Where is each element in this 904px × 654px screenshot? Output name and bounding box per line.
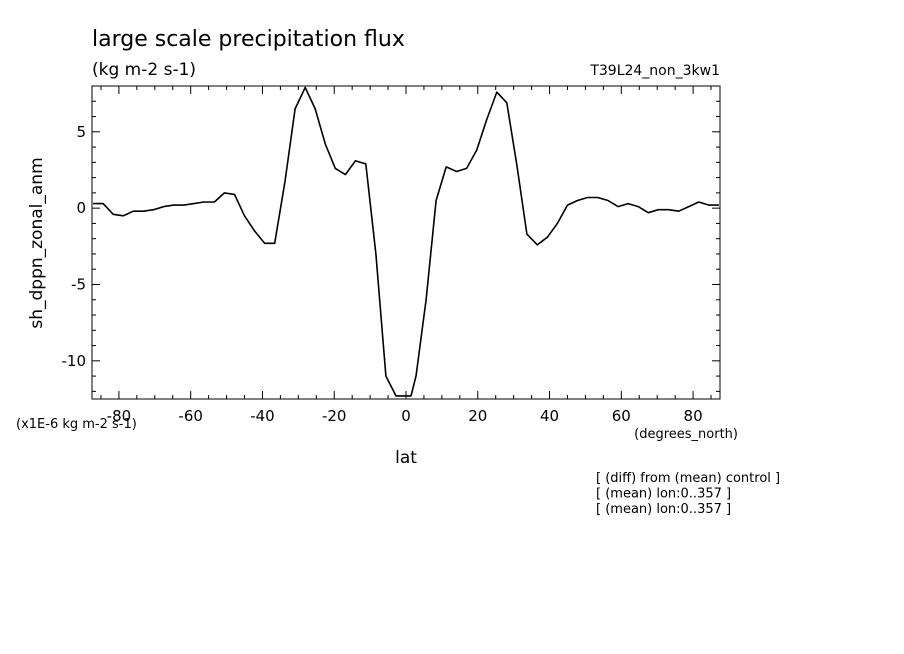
y-tick-labels: -10 -5 0 5 xyxy=(62,123,87,370)
x-tick-label: -60 xyxy=(178,407,203,425)
x-units-label: (degrees_north) xyxy=(634,427,738,442)
x-tick-label: 40 xyxy=(540,407,559,425)
x-tick-label: 80 xyxy=(684,407,703,425)
x-tick-label: -80 xyxy=(107,407,132,425)
y-tick-label: 5 xyxy=(76,123,86,141)
y-tick-label: -5 xyxy=(71,275,86,293)
plot-frame xyxy=(91,85,721,400)
x-tick-label: 20 xyxy=(468,407,487,425)
x-tick-label: 60 xyxy=(612,407,631,425)
x-tick-label: 0 xyxy=(401,407,411,425)
y-tick-label: 0 xyxy=(76,199,86,217)
y-axis-label: sh_dppn_zonal_anm xyxy=(27,157,47,328)
run-label: T39L24_non_3kw1 xyxy=(589,63,720,79)
x-axis-label: lat xyxy=(395,448,417,468)
annotation-block: [ (diff) from (mean) control ][ (mean) l… xyxy=(596,471,780,517)
annotation-line: [ (diff) from (mean) control ] xyxy=(596,471,780,486)
chart-title: large scale precipitation flux xyxy=(92,27,405,52)
annotation-line: [ (mean) lon:0..357 ] xyxy=(596,502,731,517)
annotation-line: [ (mean) lon:0..357 ] xyxy=(596,487,731,502)
x-tick-labels: -80 -60 -40 -20 0 20 40 60 80 xyxy=(107,407,703,425)
chart-subtitle: (kg m-2 s-1) xyxy=(92,60,196,80)
axis-ticks xyxy=(92,85,720,399)
x-tick-label: -20 xyxy=(322,407,347,425)
y-scale-note: (x1E-6 kg m-2 s-1) xyxy=(16,417,137,432)
x-tick-label: -40 xyxy=(250,407,275,425)
y-tick-label: -10 xyxy=(62,352,87,370)
series-line xyxy=(93,86,719,397)
